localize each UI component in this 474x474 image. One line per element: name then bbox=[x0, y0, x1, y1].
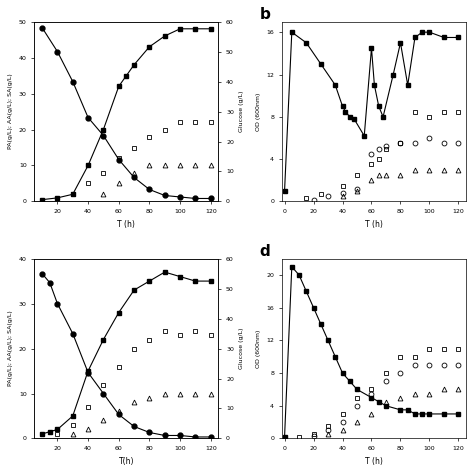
X-axis label: T(h): T(h) bbox=[118, 456, 134, 465]
X-axis label: T (h): T (h) bbox=[118, 219, 136, 228]
Text: d: d bbox=[260, 244, 270, 259]
X-axis label: T (h): T (h) bbox=[365, 456, 383, 465]
Y-axis label: PA(g/L); AA(g/L); SA(g/L): PA(g/L); AA(g/L); SA(g/L) bbox=[9, 73, 13, 149]
Y-axis label: OD (600nm): OD (600nm) bbox=[255, 92, 261, 131]
Y-axis label: OD (600nm): OD (600nm) bbox=[255, 329, 261, 368]
X-axis label: T (h): T (h) bbox=[365, 219, 383, 228]
Y-axis label: Glucose (g/L): Glucose (g/L) bbox=[239, 328, 245, 369]
Text: b: b bbox=[260, 7, 271, 22]
Y-axis label: PA(g/L); AA(g/L); SA(g/L): PA(g/L); AA(g/L); SA(g/L) bbox=[9, 310, 13, 386]
Y-axis label: Glucose (g/L): Glucose (g/L) bbox=[239, 91, 245, 132]
